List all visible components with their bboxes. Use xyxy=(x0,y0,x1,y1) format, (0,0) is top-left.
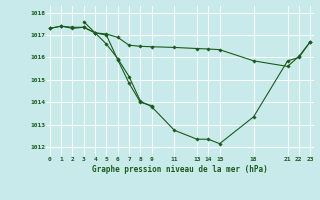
X-axis label: Graphe pression niveau de la mer (hPa): Graphe pression niveau de la mer (hPa) xyxy=(92,165,268,174)
